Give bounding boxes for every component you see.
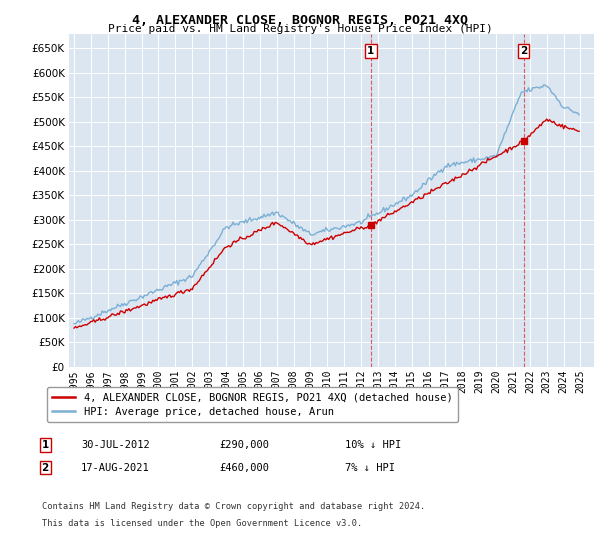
Text: 1: 1 — [367, 46, 374, 56]
Legend: 4, ALEXANDER CLOSE, BOGNOR REGIS, PO21 4XQ (detached house), HPI: Average price,: 4, ALEXANDER CLOSE, BOGNOR REGIS, PO21 4… — [47, 387, 458, 422]
Text: 7% ↓ HPI: 7% ↓ HPI — [345, 463, 395, 473]
Text: 1: 1 — [41, 440, 49, 450]
Text: This data is licensed under the Open Government Licence v3.0.: This data is licensed under the Open Gov… — [42, 519, 362, 528]
Text: Contains HM Land Registry data © Crown copyright and database right 2024.: Contains HM Land Registry data © Crown c… — [42, 502, 425, 511]
Text: Price paid vs. HM Land Registry's House Price Index (HPI): Price paid vs. HM Land Registry's House … — [107, 24, 493, 34]
Text: £460,000: £460,000 — [219, 463, 269, 473]
Text: £290,000: £290,000 — [219, 440, 269, 450]
Text: 10% ↓ HPI: 10% ↓ HPI — [345, 440, 401, 450]
Text: 2: 2 — [41, 463, 49, 473]
Text: 2: 2 — [520, 46, 527, 56]
Text: 30-JUL-2012: 30-JUL-2012 — [81, 440, 150, 450]
Text: 17-AUG-2021: 17-AUG-2021 — [81, 463, 150, 473]
Text: 4, ALEXANDER CLOSE, BOGNOR REGIS, PO21 4XQ: 4, ALEXANDER CLOSE, BOGNOR REGIS, PO21 4… — [132, 14, 468, 27]
